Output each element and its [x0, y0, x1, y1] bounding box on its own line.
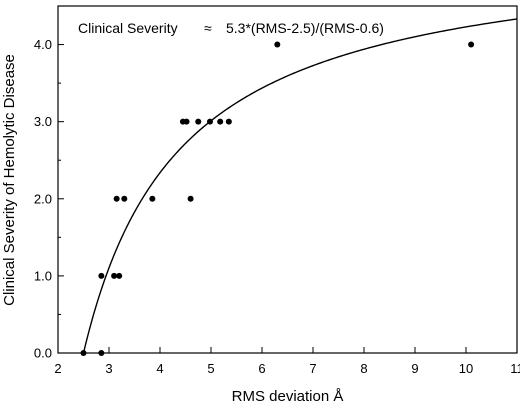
y-tick-label: 1.0	[34, 268, 52, 283]
x-ticks-group: 2 3 4 5 6 7 8 9 10 11	[54, 347, 520, 376]
y-ticks-group: 0.0 1.0 2.0 3.0 4.0	[34, 37, 64, 361]
data-point	[121, 195, 128, 202]
plot-frame	[57, 5, 518, 354]
data-point	[98, 350, 105, 356]
x-tick-label: 5	[207, 361, 214, 376]
fit-curve-line	[82, 18, 518, 354]
x-tick-label: 8	[360, 361, 367, 376]
y-tick-label: 0.0	[34, 346, 52, 361]
x-tick-label: 4	[156, 361, 163, 376]
x-tick-label: 11	[510, 361, 520, 376]
data-point	[149, 195, 156, 202]
data-point	[195, 118, 202, 125]
x-tick-label: 10	[459, 361, 473, 376]
x-tick-label: 9	[411, 361, 418, 376]
data-point	[274, 41, 281, 48]
x-tick-label: 7	[309, 361, 316, 376]
x-tick-label: 6	[258, 361, 265, 376]
data-point	[116, 272, 123, 279]
data-point	[113, 195, 120, 202]
annotation-lhs: Clinical Severity	[78, 20, 178, 36]
y-tick-label: 3.0	[34, 114, 52, 129]
data-point	[225, 118, 232, 125]
y-tick-label: 2.0	[34, 191, 52, 206]
data-point	[206, 118, 213, 125]
data-point	[80, 350, 87, 356]
x-axis-title: RMS deviation Å	[232, 388, 344, 405]
data-point	[468, 41, 475, 48]
data-point	[187, 195, 194, 202]
data-points-group	[80, 41, 475, 356]
x-tick-label: 2	[54, 361, 61, 376]
y-tick-label: 4.0	[34, 37, 52, 52]
annotation-rhs: 5.3*(RMS-2.5)/(RMS-0.6)	[226, 20, 384, 36]
data-point	[183, 118, 190, 125]
fit-curve-group	[82, 18, 518, 354]
x-tick-label: 3	[105, 361, 112, 376]
data-point	[217, 118, 224, 125]
annotation-approx: ≈	[204, 20, 212, 36]
data-point	[98, 272, 105, 279]
y-axis-title: Clinical Severity of Hemolytic Disease	[1, 54, 18, 306]
data-point	[111, 272, 118, 279]
